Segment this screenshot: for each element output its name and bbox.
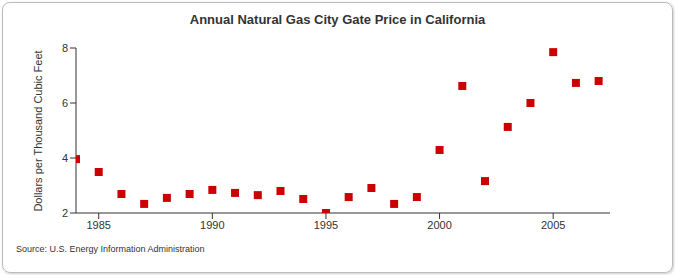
html-text:Source: U.S. Energy Informatio: Source: U.S. Energy Information Administ… — [16, 244, 205, 254]
html-text:Dollars per Thousand Cubic Fee: Dollars per Thousand Cubic Feet — [32, 50, 44, 212]
html-text:Annual Natural Gas City Gate P: Annual Natural Gas City Gate Price in Ca… — [189, 12, 486, 27]
svg-text:4: 4 — [62, 152, 68, 164]
svg-text:1990: 1990 — [200, 219, 224, 231]
svg-text:6: 6 — [62, 97, 68, 109]
svg-text:1995: 1995 — [314, 219, 338, 231]
svg-text:2000: 2000 — [427, 219, 451, 231]
svg-text:8: 8 — [62, 42, 68, 54]
svg-text:1985: 1985 — [86, 219, 110, 231]
svg-text:2: 2 — [62, 207, 68, 219]
svg-text:2005: 2005 — [541, 219, 565, 231]
